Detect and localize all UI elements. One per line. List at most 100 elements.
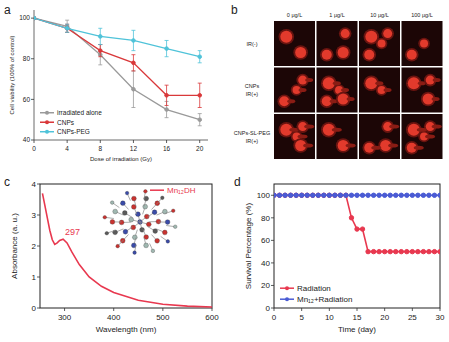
comet-tail bbox=[414, 146, 424, 150]
error-bar bbox=[65, 24, 69, 32]
comet-tail bbox=[375, 81, 383, 85]
legend-label: irradiated alone bbox=[57, 109, 102, 116]
panel-label: a bbox=[4, 3, 11, 17]
data-point bbox=[283, 193, 287, 197]
y-tick bbox=[37, 277, 40, 278]
x-tick-label: 8 bbox=[98, 145, 102, 152]
legend-marker bbox=[285, 286, 289, 290]
data-point bbox=[34, 16, 36, 20]
comet-tail bbox=[432, 97, 440, 101]
data-point bbox=[274, 193, 276, 197]
series-line bbox=[34, 18, 200, 95]
atom bbox=[132, 196, 137, 201]
data-point bbox=[34, 16, 36, 20]
comet-tail bbox=[371, 146, 381, 150]
cell-glow bbox=[336, 45, 351, 60]
atom bbox=[125, 191, 129, 195]
atom bbox=[105, 231, 109, 235]
error-bar bbox=[165, 85, 169, 105]
column-header: 0 μg/L bbox=[287, 12, 302, 18]
error-bar bbox=[198, 114, 202, 126]
atom bbox=[116, 244, 120, 248]
data-point bbox=[432, 193, 436, 197]
legend: irradiated alone CNPs CNPs-PEG bbox=[40, 109, 102, 135]
data-point bbox=[165, 94, 169, 98]
error-bar bbox=[98, 45, 102, 57]
legend-label: Mn₁₂+Radiation bbox=[297, 295, 352, 304]
data-point bbox=[427, 193, 431, 197]
atom bbox=[119, 220, 124, 225]
data-point bbox=[377, 193, 381, 197]
panel-d: d051015202530020406080100Time (day)Survi… bbox=[234, 175, 445, 334]
comet-tail bbox=[305, 78, 313, 82]
comet-tail bbox=[332, 128, 342, 132]
data-point bbox=[344, 193, 348, 197]
panel-label: c bbox=[4, 175, 10, 189]
legend-marker bbox=[285, 297, 289, 301]
comet-tail bbox=[333, 81, 341, 85]
y-axis-label: Survival Percentage (%) bbox=[244, 203, 253, 290]
error-bar bbox=[131, 55, 135, 71]
data-point bbox=[421, 249, 425, 253]
row-label: IR(-) bbox=[247, 41, 258, 47]
y-tick-label: 100 bbox=[19, 14, 30, 21]
data-point bbox=[277, 193, 281, 197]
data-point bbox=[338, 193, 342, 197]
cell-nucleus bbox=[295, 47, 306, 58]
x-tick bbox=[412, 308, 413, 311]
atom bbox=[132, 235, 137, 240]
x-tick-label: 5 bbox=[299, 313, 304, 322]
comet-tail bbox=[433, 78, 441, 82]
x-tick-label: 4 bbox=[65, 145, 69, 152]
panel-a: a048121620406080100Dose of irradiation (… bbox=[4, 3, 208, 162]
series-line bbox=[274, 195, 440, 251]
atom bbox=[152, 210, 157, 215]
data-point bbox=[327, 193, 331, 197]
atom bbox=[151, 249, 155, 253]
y-tick bbox=[31, 58, 34, 59]
y-tick-label: 80 bbox=[261, 214, 270, 223]
data-point bbox=[382, 193, 386, 197]
data-point bbox=[405, 193, 409, 197]
axes: 30040050060001234Wavelength (nm)Absorban… bbox=[10, 180, 219, 334]
data-point bbox=[283, 193, 287, 197]
plot-area bbox=[34, 16, 202, 125]
x-tick bbox=[301, 308, 302, 311]
legend-label: Radiation bbox=[297, 284, 331, 293]
x-tick-label: 16 bbox=[163, 145, 171, 152]
plot-area bbox=[42, 193, 212, 307]
panel-label: d bbox=[234, 175, 241, 189]
x-tick bbox=[212, 308, 213, 311]
error-bar bbox=[65, 24, 69, 32]
data-point bbox=[333, 193, 337, 197]
data-point bbox=[198, 118, 202, 122]
x-axis-label: Dose of irradiation (Gy) bbox=[90, 156, 152, 162]
error-bar bbox=[65, 20, 69, 32]
axes: 048121620406080100Dose of irradiation (G… bbox=[9, 10, 208, 162]
legend-label: CNPs bbox=[57, 119, 75, 126]
legend-label: CNPs-PEG bbox=[57, 128, 90, 135]
data-point bbox=[322, 193, 326, 197]
y-tick-label: 0 bbox=[266, 304, 271, 313]
x-tick bbox=[113, 308, 114, 311]
y-tick bbox=[31, 99, 34, 100]
atom bbox=[133, 251, 137, 255]
atom bbox=[144, 243, 149, 248]
data-point bbox=[405, 249, 409, 253]
axes: 051015202530020406080100Time (day)Surviv… bbox=[244, 184, 445, 334]
cell-glow bbox=[320, 48, 334, 62]
atom bbox=[161, 196, 165, 200]
data-point bbox=[65, 26, 69, 30]
x-tick-label: 600 bbox=[205, 313, 219, 322]
y-tick bbox=[37, 246, 40, 247]
x-tick-label: 10 bbox=[325, 313, 334, 322]
data-point bbox=[338, 193, 342, 197]
x-tick-label: 20 bbox=[380, 313, 389, 322]
legend: Radiation Mn₁₂+Radiation bbox=[280, 284, 352, 304]
micrograph-cell bbox=[274, 114, 315, 159]
data-point bbox=[333, 193, 337, 197]
comet-tail bbox=[384, 88, 392, 92]
comet-tail bbox=[425, 135, 435, 139]
cell-nucleus bbox=[383, 29, 392, 38]
data-point bbox=[344, 193, 348, 197]
